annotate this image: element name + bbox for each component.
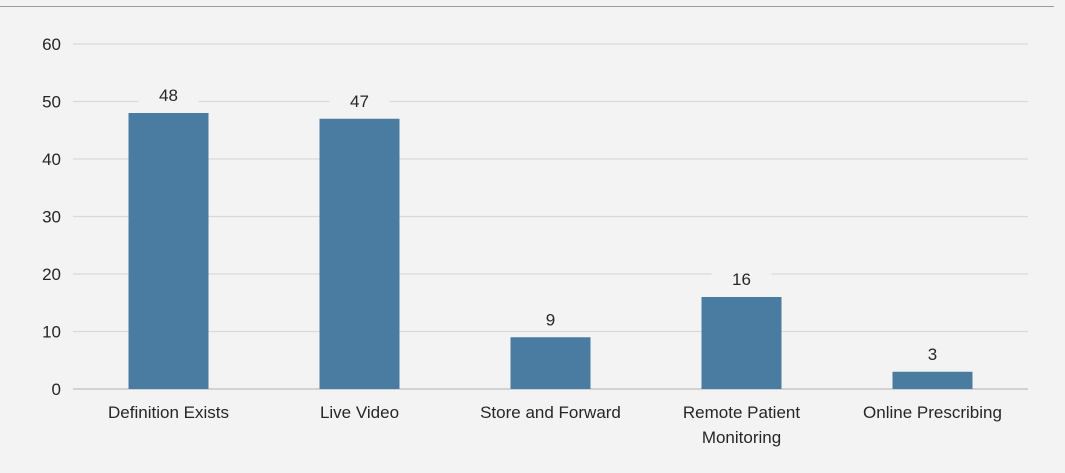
y-tick-label: 50 bbox=[42, 93, 61, 112]
y-tick-label: 40 bbox=[42, 150, 61, 169]
bar bbox=[510, 337, 591, 389]
y-tick-label: 20 bbox=[42, 265, 61, 284]
data-label: 9 bbox=[546, 310, 555, 329]
bar bbox=[892, 371, 973, 389]
x-tick-label: Monitoring bbox=[702, 428, 781, 447]
y-tick-label: 30 bbox=[42, 208, 61, 227]
y-tick-label: 60 bbox=[42, 35, 61, 54]
x-tick-label: Definition Exists bbox=[108, 403, 229, 422]
y-tick-label: 10 bbox=[42, 323, 61, 342]
bar bbox=[128, 113, 209, 389]
top-divider bbox=[0, 6, 1054, 7]
data-label-background bbox=[138, 82, 199, 106]
x-tick-label: Online Prescribing bbox=[863, 403, 1002, 422]
data-label-background bbox=[902, 340, 963, 365]
data-label-background bbox=[329, 87, 390, 112]
bar bbox=[319, 118, 400, 389]
data-label-background bbox=[520, 306, 581, 331]
data-label: 16 bbox=[732, 270, 751, 289]
data-label: 47 bbox=[350, 92, 369, 111]
x-tick-label: Remote Patient bbox=[683, 403, 800, 422]
bar bbox=[701, 297, 782, 389]
x-tick-label: Store and Forward bbox=[480, 403, 621, 422]
data-label: 48 bbox=[159, 86, 178, 105]
data-label: 3 bbox=[928, 345, 937, 364]
data-label-background bbox=[711, 266, 772, 290]
x-tick-label: Live Video bbox=[320, 403, 399, 422]
y-tick-label: 0 bbox=[52, 380, 61, 399]
